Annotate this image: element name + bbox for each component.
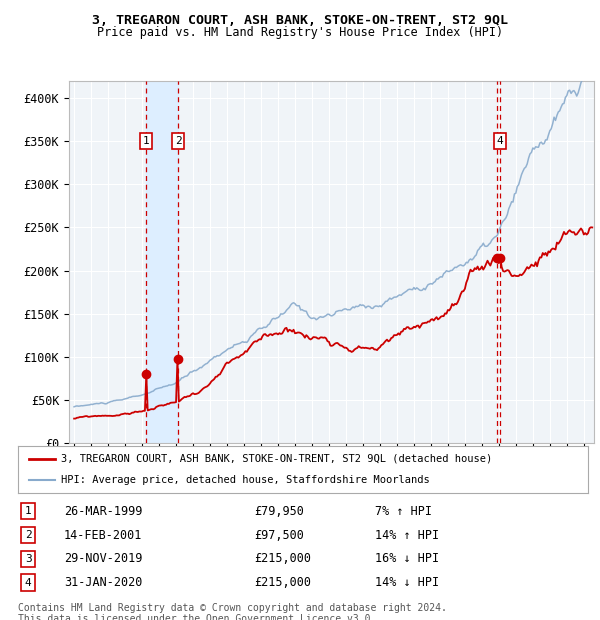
Text: 1: 1 <box>143 136 149 146</box>
Text: Contains HM Land Registry data © Crown copyright and database right 2024.
This d: Contains HM Land Registry data © Crown c… <box>18 603 447 620</box>
Text: 14% ↑ HPI: 14% ↑ HPI <box>375 528 439 541</box>
Text: 29-NOV-2019: 29-NOV-2019 <box>64 552 142 565</box>
Text: 4: 4 <box>25 578 32 588</box>
Text: Price paid vs. HM Land Registry's House Price Index (HPI): Price paid vs. HM Land Registry's House … <box>97 26 503 39</box>
Text: £79,950: £79,950 <box>254 505 304 518</box>
Text: 1: 1 <box>25 506 32 516</box>
Text: 3: 3 <box>25 554 32 564</box>
Text: 31-JAN-2020: 31-JAN-2020 <box>64 577 142 590</box>
Text: 14% ↓ HPI: 14% ↓ HPI <box>375 577 439 590</box>
Text: 4: 4 <box>497 136 503 146</box>
Text: 14-FEB-2001: 14-FEB-2001 <box>64 528 142 541</box>
Text: 2: 2 <box>175 136 181 146</box>
Text: 3, TREGARON COURT, ASH BANK, STOKE-ON-TRENT, ST2 9QL (detached house): 3, TREGARON COURT, ASH BANK, STOKE-ON-TR… <box>61 454 492 464</box>
Text: 26-MAR-1999: 26-MAR-1999 <box>64 505 142 518</box>
Text: 2: 2 <box>25 530 32 540</box>
Text: 16% ↓ HPI: 16% ↓ HPI <box>375 552 439 565</box>
Text: £97,500: £97,500 <box>254 528 304 541</box>
Bar <box>146 81 178 443</box>
Text: HPI: Average price, detached house, Staffordshire Moorlands: HPI: Average price, detached house, Staf… <box>61 476 430 485</box>
Text: £215,000: £215,000 <box>254 577 311 590</box>
Text: 7% ↑ HPI: 7% ↑ HPI <box>375 505 432 518</box>
Text: £215,000: £215,000 <box>254 552 311 565</box>
Text: 3, TREGARON COURT, ASH BANK, STOKE-ON-TRENT, ST2 9QL: 3, TREGARON COURT, ASH BANK, STOKE-ON-TR… <box>92 14 508 27</box>
